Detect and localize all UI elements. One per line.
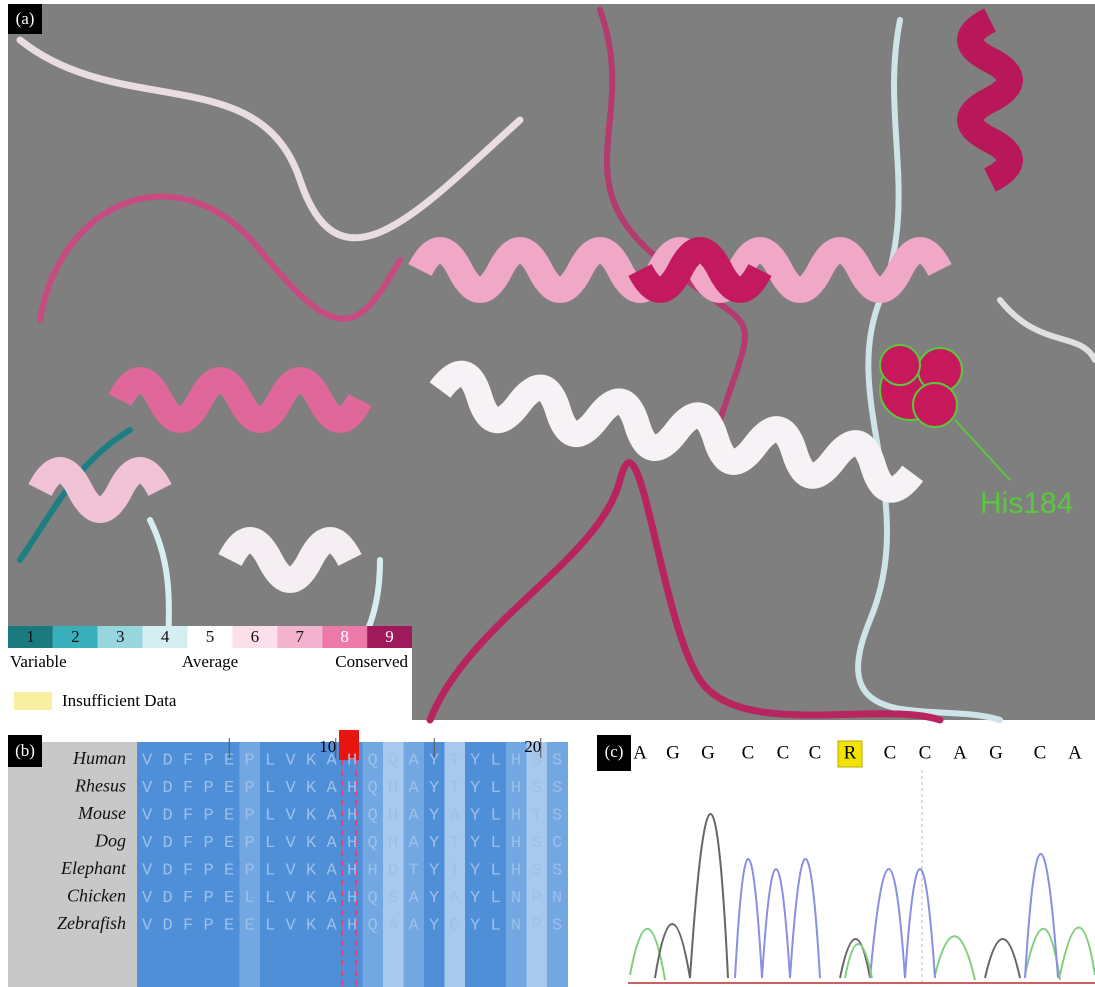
- insufficient-swatch: [14, 692, 52, 710]
- ruler-label: 10: [319, 737, 336, 756]
- scale-label: 8: [340, 627, 349, 646]
- annotation: His184: [980, 487, 1073, 520]
- sequence: VDFPEPLVKAHQQAYTYLHSS: [142, 751, 573, 770]
- species-name: Mouse: [77, 803, 126, 823]
- chromatogram: [628, 814, 1095, 983]
- species-name: Elephant: [60, 858, 127, 878]
- species-name: Human: [72, 748, 126, 768]
- base-call: A: [1068, 742, 1082, 763]
- scale-label: 4: [161, 627, 170, 646]
- sequence: VDFPEELVKAHQAAYGYLNPS: [142, 916, 573, 935]
- scale-label: 2: [71, 627, 80, 646]
- figure: His184 (a) 1 2 3 4 5 6 7 8 9 Variable Average Co…: [0, 0, 1095, 987]
- base-call: C: [809, 742, 822, 763]
- species-name: Dog: [94, 831, 126, 851]
- base-call: R: [844, 742, 857, 763]
- panel-label: (b): [15, 741, 35, 760]
- legend-low: Variable: [10, 652, 67, 671]
- legend-insufficient: Insufficient Data: [62, 691, 177, 710]
- species-name: Zebrafish: [57, 913, 126, 933]
- panel-label: (c): [605, 742, 624, 761]
- base-call: A: [953, 742, 967, 763]
- scale-label: 5: [206, 627, 215, 646]
- sequence: VDFPEPLVKAHHDTYTYLHSS: [142, 861, 573, 880]
- base-call: G: [666, 742, 680, 763]
- sequence: VDFPEPLVKAHQHAYTYLHSC: [142, 834, 573, 853]
- base-call: C: [884, 742, 897, 763]
- scale-label: 6: [251, 627, 260, 646]
- base-call: C: [1034, 742, 1047, 763]
- his184-spheres: [880, 345, 962, 427]
- sequence: VDFPEPLVKAHQHAYAYLHTS: [142, 806, 573, 825]
- scale-label: 1: [26, 627, 35, 646]
- base-call: A: [633, 742, 647, 763]
- base-call: C: [919, 742, 932, 763]
- base-call: G: [701, 742, 715, 763]
- ruler-label: 20: [524, 737, 541, 756]
- legend-mid: Average: [182, 652, 238, 671]
- species-name: Rhesus: [74, 776, 126, 796]
- scale-label: 7: [296, 627, 305, 646]
- base-call: C: [777, 742, 790, 763]
- sequence: VDFPELLVKAHQSAYAYLNPN: [142, 889, 573, 908]
- scale-label: 9: [385, 627, 394, 646]
- sequence: VDFPEPLVKAHQHAYTYLHSS: [142, 779, 573, 798]
- legend-scale: 1 2 3 4 5 6 7 8 9: [8, 626, 412, 648]
- base-call: G: [989, 742, 1003, 763]
- base-call: C: [742, 742, 755, 763]
- species-name: Chicken: [67, 886, 126, 906]
- panel-label: (a): [16, 9, 35, 28]
- legend-high: Conserved: [335, 652, 408, 671]
- scale-label: 3: [116, 627, 125, 646]
